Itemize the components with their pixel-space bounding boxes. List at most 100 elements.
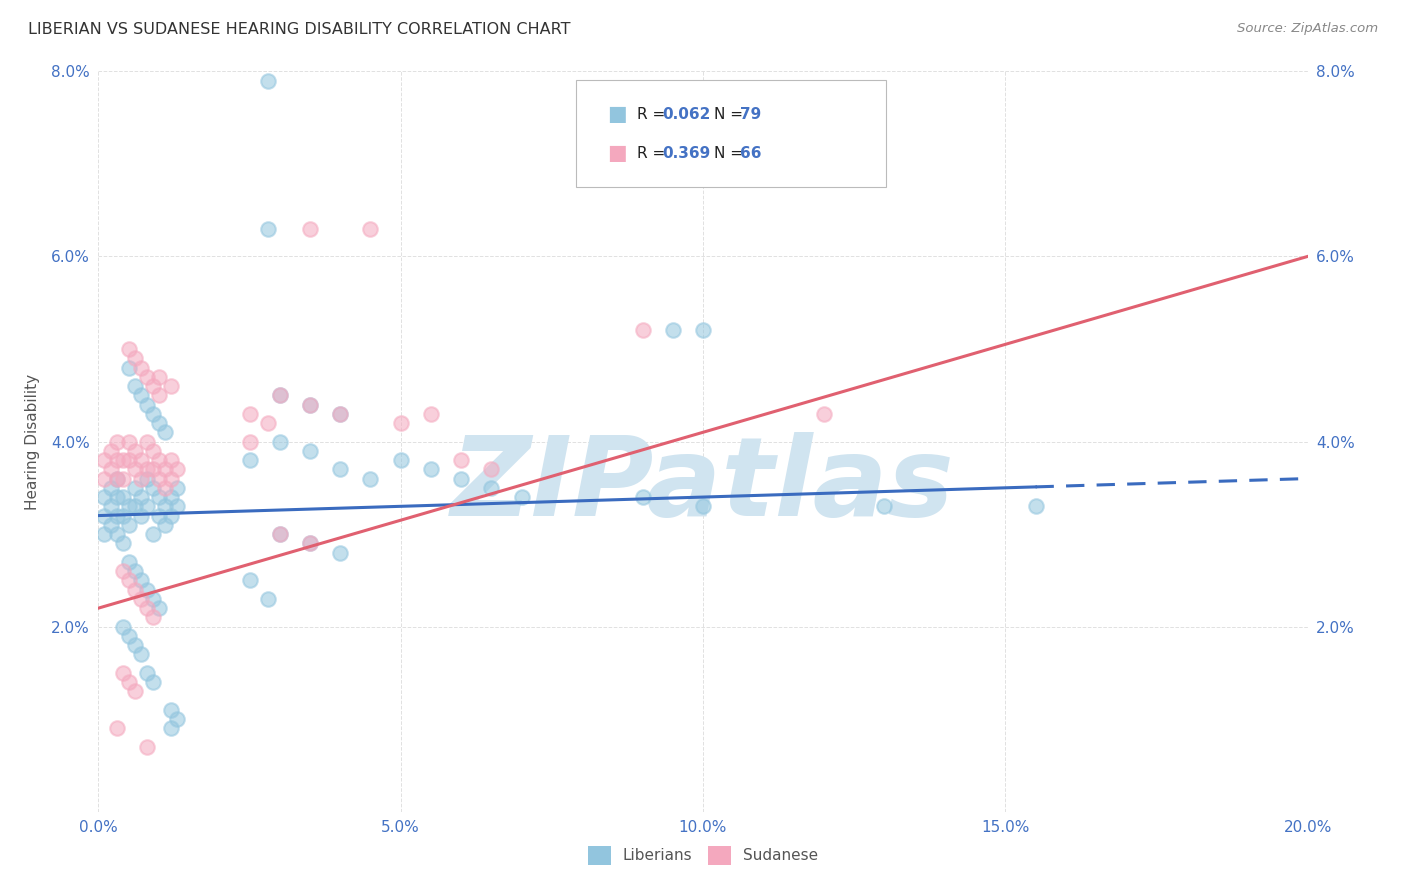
Point (160, 453, 183, 467)
Point (118, 675, 141, 690)
Point (135, 665, 157, 680)
Point (124, 564, 146, 578)
Point (100, 517, 122, 532)
Text: LIBERIAN VS SUDANESE HEARING DISABILITY CORRELATION CHART: LIBERIAN VS SUDANESE HEARING DISABILITY … (28, 22, 571, 37)
Point (153, 481, 176, 495)
Point (142, 379, 165, 393)
Point (129, 360, 152, 375)
Point (135, 739, 157, 754)
Point (299, 398, 322, 412)
Point (124, 582, 146, 597)
Point (269, 527, 291, 541)
Point (124, 462, 146, 476)
Point (124, 379, 146, 393)
Point (135, 462, 157, 476)
Point (142, 443, 165, 458)
Point (389, 416, 412, 430)
Point (100, 481, 122, 495)
Text: ZIPatlas: ZIPatlas (451, 433, 955, 540)
Point (166, 481, 188, 495)
Point (135, 472, 157, 486)
Point (256, 73, 278, 87)
Point (105, 490, 128, 504)
Point (129, 574, 152, 588)
Point (481, 462, 503, 476)
Point (692, 324, 714, 338)
Point (111, 619, 134, 633)
Point (166, 712, 188, 726)
Point (124, 500, 146, 514)
Point (135, 500, 157, 514)
Point (160, 722, 183, 736)
Point (105, 527, 128, 541)
Point (142, 591, 165, 606)
Point (148, 601, 170, 615)
Point (692, 500, 714, 514)
Text: 66: 66 (740, 146, 761, 161)
Point (256, 591, 278, 606)
Point (269, 388, 291, 402)
Point (256, 221, 278, 235)
Point (135, 434, 157, 449)
Point (100, 462, 122, 476)
Point (299, 221, 322, 235)
Point (420, 462, 443, 476)
Point (813, 407, 835, 421)
Point (129, 591, 152, 606)
Y-axis label: Hearing Disability: Hearing Disability (25, 374, 41, 509)
Point (160, 472, 183, 486)
Point (389, 453, 412, 467)
Point (118, 500, 141, 514)
Point (299, 536, 322, 550)
Point (111, 490, 134, 504)
Point (256, 416, 278, 430)
Point (873, 500, 896, 514)
Text: 0.062: 0.062 (662, 107, 710, 121)
Legend: Liberians, Sudanese: Liberians, Sudanese (582, 840, 824, 871)
Point (166, 500, 188, 514)
Point (329, 407, 352, 421)
Text: ■: ■ (607, 144, 627, 163)
Point (148, 508, 170, 523)
Point (135, 601, 157, 615)
Text: N =: N = (714, 107, 748, 121)
Point (118, 342, 141, 356)
Point (135, 398, 157, 412)
Point (631, 490, 654, 504)
Point (1024, 500, 1046, 514)
Point (118, 629, 141, 643)
Point (100, 443, 122, 458)
Point (269, 527, 291, 541)
Text: 79: 79 (740, 107, 761, 121)
Point (129, 472, 152, 486)
Point (239, 574, 262, 588)
Point (160, 490, 183, 504)
Point (129, 648, 152, 662)
Point (239, 407, 262, 421)
Text: ■: ■ (607, 104, 627, 124)
Text: 0.369: 0.369 (662, 146, 710, 161)
Point (111, 472, 134, 486)
Point (153, 425, 176, 440)
Point (148, 369, 170, 384)
Point (160, 379, 183, 393)
Point (420, 407, 443, 421)
Point (450, 472, 472, 486)
Point (129, 490, 152, 504)
Point (148, 472, 170, 486)
Point (160, 508, 183, 523)
Point (124, 638, 146, 652)
Point (299, 536, 322, 550)
Point (93, 472, 115, 486)
Point (661, 324, 683, 338)
Point (160, 703, 183, 717)
Point (105, 434, 128, 449)
Point (360, 472, 382, 486)
Point (142, 481, 165, 495)
Point (100, 500, 122, 514)
Point (129, 508, 152, 523)
Point (481, 481, 503, 495)
Point (124, 443, 146, 458)
Point (118, 574, 141, 588)
Point (124, 684, 146, 698)
